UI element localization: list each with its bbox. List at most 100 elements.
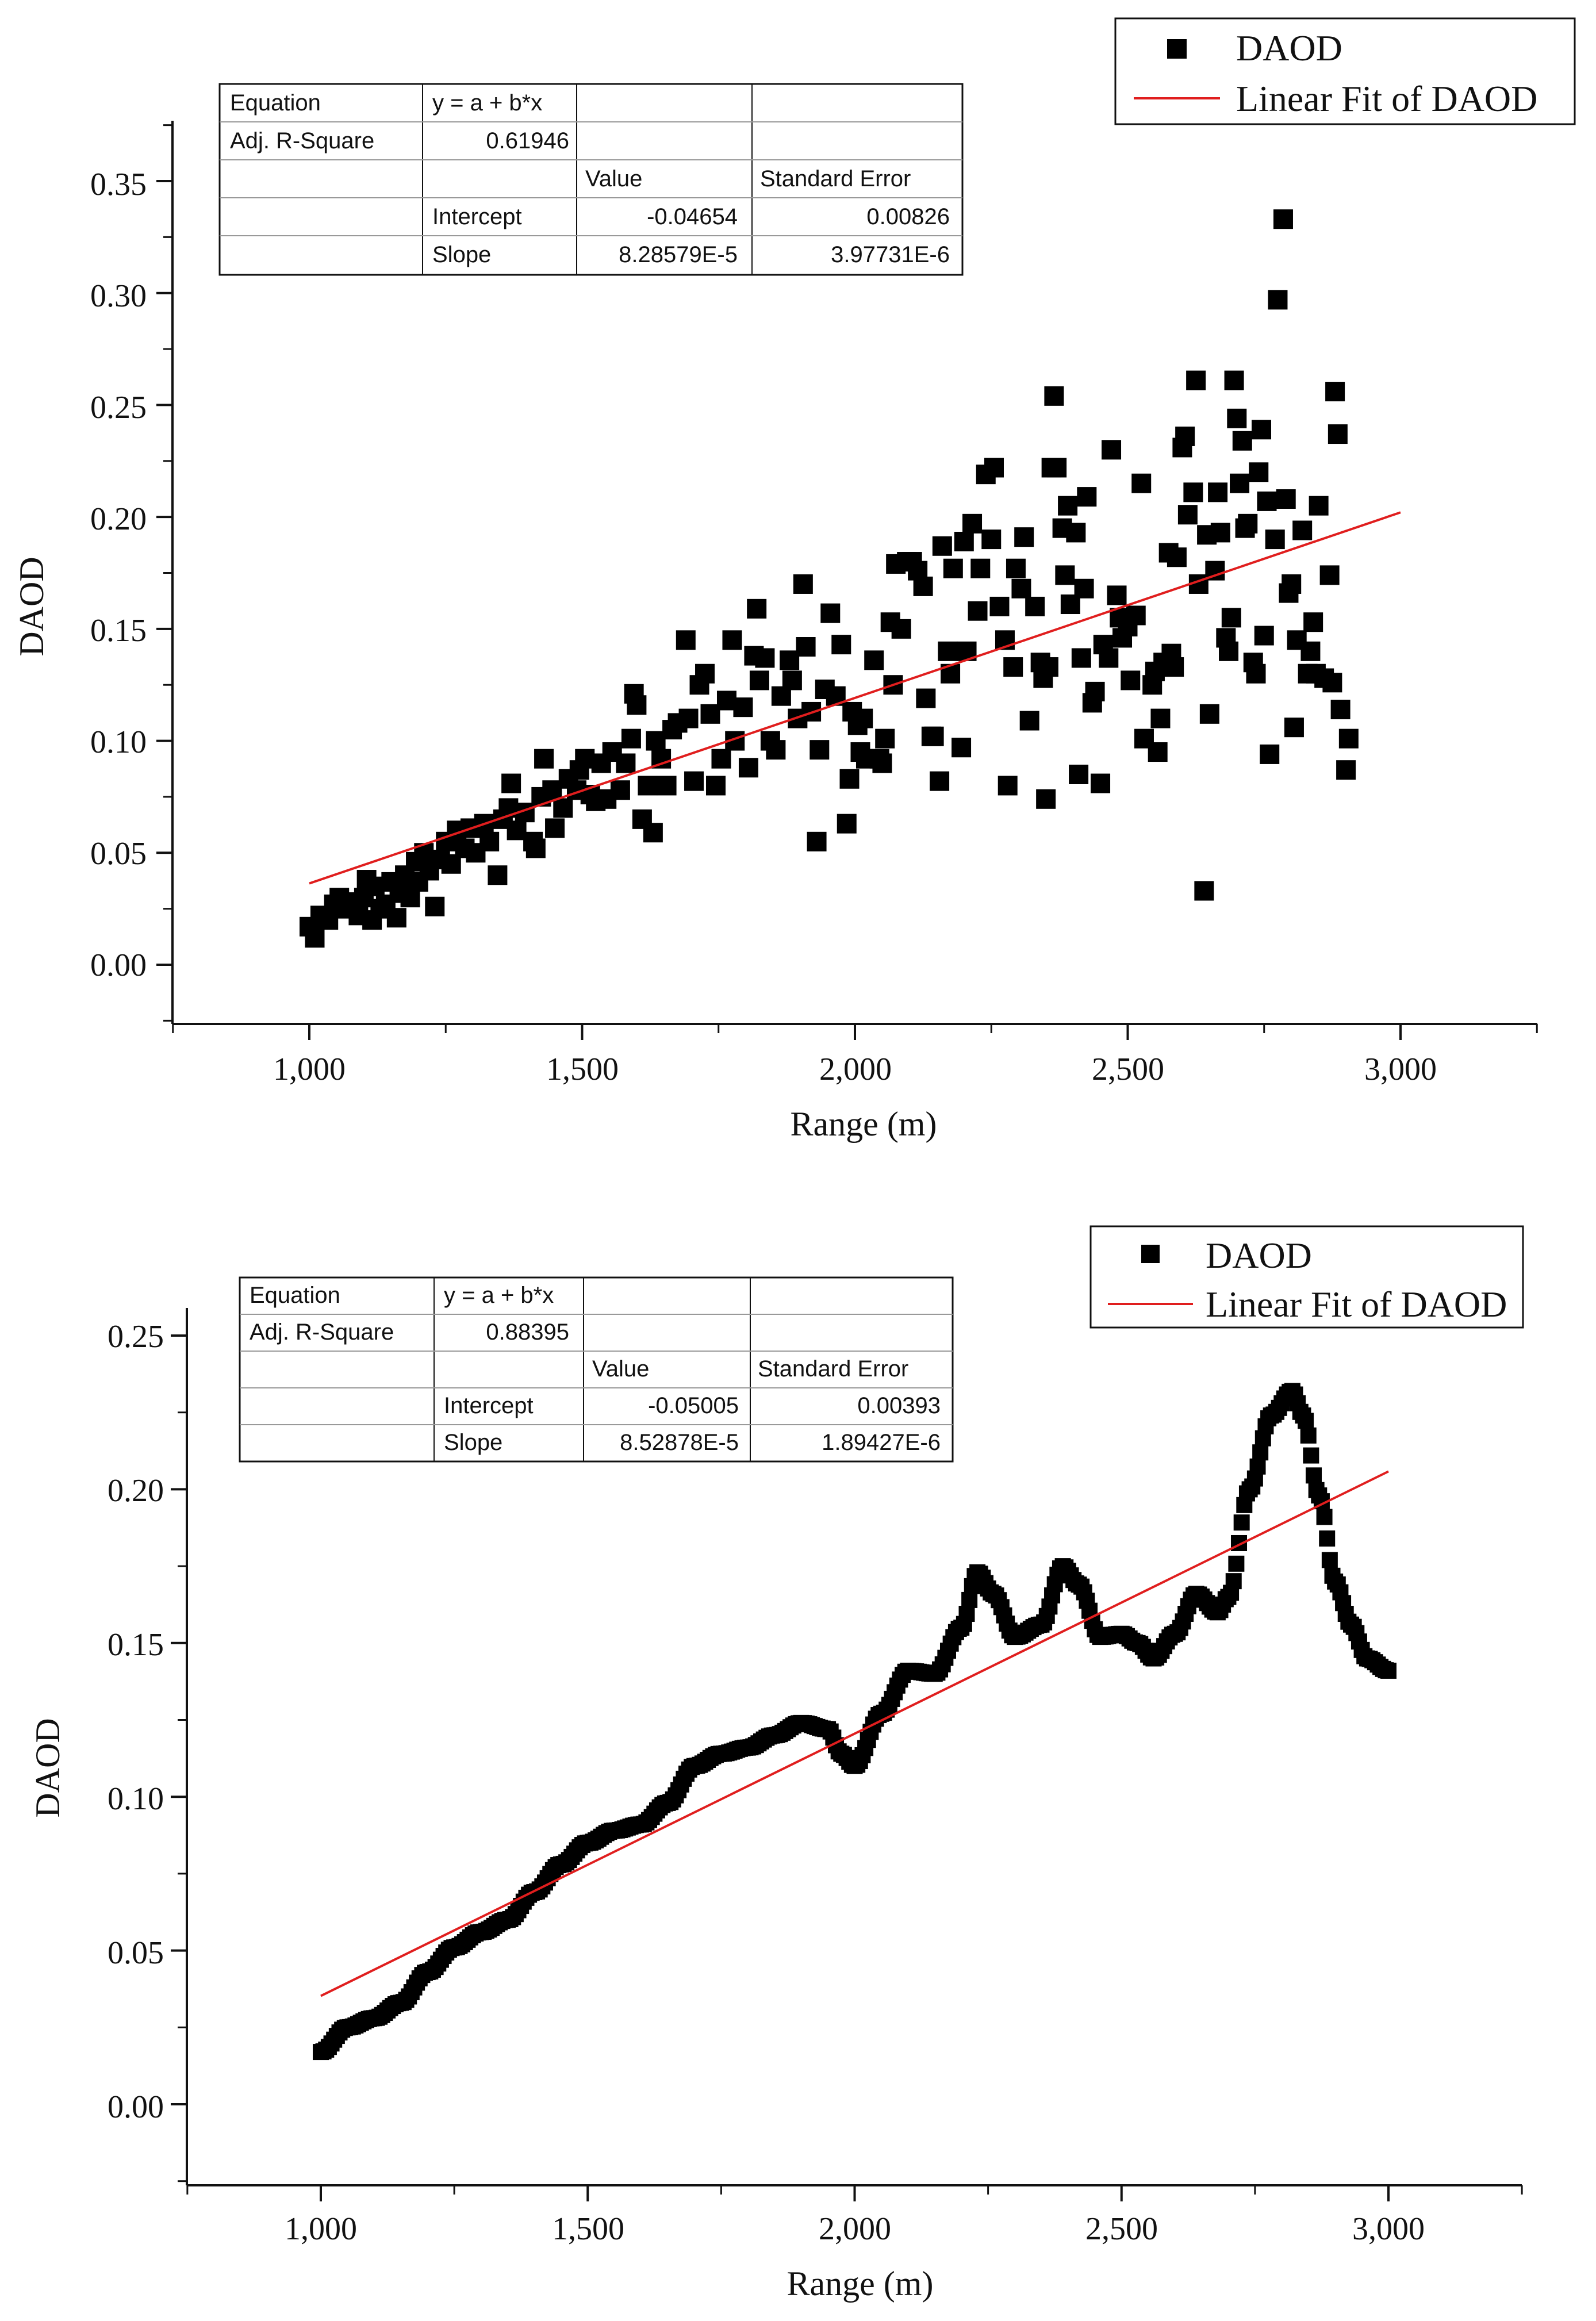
- data-point: [981, 530, 1002, 550]
- data-point: [722, 630, 742, 650]
- data-point: [1292, 520, 1313, 540]
- data-point: [1298, 1413, 1314, 1429]
- data-point: [695, 663, 715, 684]
- data-point: [932, 536, 952, 556]
- legend-label-daod: DAOD: [1236, 28, 1342, 68]
- table-error-header: Standard Error: [758, 1356, 908, 1382]
- chart-1-fit-line: [309, 511, 1401, 885]
- chart-2-x-axis-title: Range (m): [787, 2265, 934, 2303]
- chart-2-ticks: [171, 1334, 1523, 2201]
- chart-2: 0.00 0.05 0.10 0.15 0.20 0.25 1,000 1,50…: [29, 1225, 1524, 2303]
- data-point: [1221, 608, 1241, 628]
- data-point: [1177, 505, 1198, 525]
- data-point: [1011, 578, 1031, 599]
- data-point: [1228, 1555, 1245, 1572]
- table-r2-value: 0.88395: [486, 1319, 569, 1345]
- data-point: [1107, 585, 1127, 605]
- data-point: [1175, 426, 1195, 446]
- data-point: [1306, 1467, 1322, 1484]
- legend-label-fit: Linear Fit of DAOD: [1236, 78, 1537, 119]
- chart-1-ytick: 0.20: [90, 501, 147, 537]
- chart-2-fit-table: Equation y = a + b*x Adj. R-Square 0.883…: [239, 1276, 954, 1463]
- data-point: [1025, 596, 1045, 616]
- data-point: [1102, 440, 1122, 460]
- chart-1: 0.00 0.05 0.10 0.15 0.20 0.25 0.30 0.35 …: [13, 17, 1576, 1143]
- table-r2-label: Adj. R-Square: [250, 1319, 394, 1345]
- data-point: [1091, 773, 1111, 793]
- table-equation-value: y = a + b*x: [432, 90, 542, 116]
- data-point: [1058, 496, 1078, 516]
- chart-2-xtick: 1,500: [552, 2211, 624, 2247]
- data-point: [766, 740, 786, 760]
- table-intercept-error: 0.00393: [857, 1393, 941, 1418]
- data-point: [938, 641, 958, 661]
- data-point: [1085, 681, 1105, 701]
- data-point: [1210, 523, 1230, 543]
- data-point: [575, 749, 595, 769]
- data-point: [1316, 1509, 1333, 1525]
- data-point: [678, 708, 699, 728]
- data-point: [1227, 408, 1247, 428]
- data-point: [365, 876, 385, 896]
- data-point: [747, 599, 767, 619]
- data-point: [1074, 578, 1094, 599]
- data-point: [1069, 764, 1089, 784]
- data-point: [733, 697, 753, 718]
- data-point: [749, 670, 769, 690]
- data-point: [1322, 673, 1342, 693]
- chart-1-x-axis-title: Range (m): [791, 1105, 937, 1143]
- table-intercept-value: -0.04654: [647, 204, 738, 229]
- data-point: [1319, 1530, 1336, 1547]
- data-point: [638, 776, 658, 796]
- chart-2-ytick: 0.10: [108, 1781, 164, 1817]
- data-point: [1338, 728, 1359, 749]
- data-point: [646, 731, 666, 751]
- data-point: [872, 753, 892, 773]
- table-slope-value: 8.52878E-5: [620, 1430, 739, 1455]
- chart-2-points: [313, 1383, 1396, 2061]
- chart-2-xtick: 1,000: [285, 2211, 357, 2247]
- chart-1-xtick: 1,500: [546, 1052, 619, 1087]
- chart-2-ytick: 0.15: [108, 1627, 164, 1663]
- data-point: [1167, 547, 1187, 567]
- data-point: [616, 753, 636, 773]
- data-point: [1131, 473, 1152, 493]
- data-point: [621, 728, 641, 749]
- data-point: [1300, 1427, 1317, 1444]
- data-point: [780, 650, 800, 670]
- data-point: [864, 650, 884, 670]
- data-point: [1183, 482, 1203, 502]
- data-point: [837, 814, 857, 834]
- data-point: [716, 690, 736, 711]
- table-error-header: Standard Error: [760, 166, 911, 191]
- data-point: [1252, 420, 1272, 440]
- data-point: [1019, 711, 1039, 731]
- data-point: [954, 531, 974, 551]
- data-point: [831, 635, 851, 655]
- data-point: [610, 780, 630, 800]
- chart-2-fit-line: [320, 1470, 1389, 1997]
- table-slope-label: Slope: [444, 1430, 502, 1455]
- table-slope-label: Slope: [432, 242, 491, 267]
- data-point: [643, 823, 663, 843]
- table-value-header: Value: [585, 166, 642, 191]
- data-point: [425, 896, 445, 916]
- data-point: [1225, 1573, 1242, 1590]
- data-point: [1121, 670, 1141, 690]
- data-point: [1268, 290, 1288, 310]
- data-point: [809, 740, 830, 760]
- data-point: [1273, 209, 1293, 229]
- chart-1-fit-table: Equation y = a + b*x Adj. R-Square 0.619…: [218, 83, 964, 276]
- data-point: [386, 908, 406, 928]
- chart-1-ytick: 0.35: [90, 167, 147, 202]
- data-point: [1265, 530, 1285, 550]
- data-point: [782, 670, 802, 690]
- data-point: [657, 776, 677, 796]
- data-point: [968, 601, 988, 621]
- chart-1-xtick: 2,500: [1092, 1052, 1164, 1087]
- chart-2-xtick: 2,500: [1085, 2211, 1158, 2247]
- data-point: [1300, 641, 1321, 661]
- data-point: [1055, 565, 1075, 585]
- chart-1-xtick: 1,000: [273, 1052, 346, 1087]
